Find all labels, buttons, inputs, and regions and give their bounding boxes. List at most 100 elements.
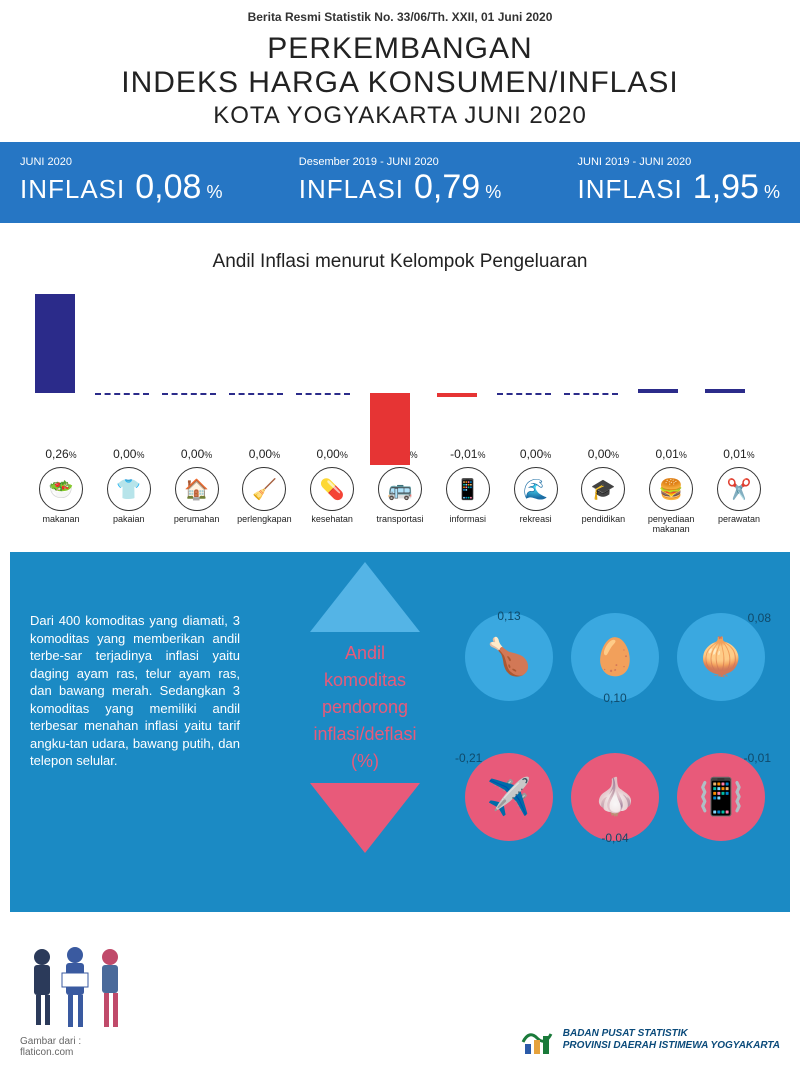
stat-value: 0,79 [414,168,480,206]
value-label: 0,26% [30,447,92,461]
category-cell: ✂️ perawatan [708,467,770,534]
center-text: Andilkomoditaspendoronginflasi/deflasi(%… [280,640,450,775]
category-label: transportasi [376,514,423,524]
commodity-value: 0,13 [497,609,520,623]
category-icon: 🌊 [514,467,558,511]
bps-text: BADAN PUSAT STATISTIK PROVINSI DAERAH IS… [563,1028,780,1052]
category-cell: 👕 pakaian [98,467,160,534]
stat-pct: % [759,182,780,202]
stat-block: JUNI 2019 - JUNI 2020 INFLASI 1,95 % [578,156,780,207]
category-cell: 🍔 penyediaan makanan [640,467,702,534]
category-cell: 🌊 rekreasi [505,467,567,534]
bar [437,393,477,397]
chart-area [30,283,770,443]
bps-logo-icon [519,1022,555,1058]
category-cell: 🧹 perlengkapan [233,467,295,534]
zero-dash [497,393,551,395]
commodity-cell: 🍗0,13 [460,592,558,722]
description-text: Dari 400 komoditas yang diamati, 3 komod… [30,612,240,770]
stat-label: INFLASI [299,174,404,205]
commodity-icon: 🍗0,13 [465,613,553,701]
stat-pct: % [480,182,501,202]
title-block: PERKEMBANGAN INDEKS HARGA KONSUMEN/INFLA… [0,32,800,130]
stat-period: JUNI 2019 - JUNI 2020 [578,156,780,168]
category-icon: 🎓 [581,467,625,511]
zero-dash [564,393,618,395]
title-line3: KOTA YOGYAKARTA JUNI 2020 [0,102,800,130]
commodity-grid: 🍗0,13🥚0,10🧅0,08 ✈️-0,21🧄-0,04📳-0,01 [460,592,770,862]
bar [705,389,745,393]
category-cell: 💊 kesehatan [301,467,363,534]
bar [35,294,75,393]
stat-label: INFLASI [20,174,125,205]
stat-pct: % [201,182,222,202]
zero-dash [95,393,149,395]
category-label: informasi [450,514,487,524]
category-cell: 🎓 pendidikan [572,467,634,534]
commodity-value: -0,04 [601,831,628,845]
value-label: 0,01% [640,447,702,461]
commodity-value: 0,08 [748,611,771,625]
category-label: kesehatan [311,514,353,524]
commodity-cell: 📳-0,01 [672,732,770,862]
value-label: 0,00% [233,447,295,461]
image-credit: Gambar dari : flaticon.com [20,1036,150,1058]
zero-dash [296,393,350,395]
commodity-cell: ✈️-0,21 [460,732,558,862]
category-icon: 🍔 [649,467,693,511]
value-label: -0,01% [437,447,499,461]
category-label: pendidikan [582,514,626,524]
stat-block: Desember 2019 - JUNI 2020 INFLASI 0,79 % [299,156,501,207]
title-line2: INDEKS HARGA KONSUMEN/INFLASI [0,66,800,100]
commodity-value: -0,01 [744,751,771,765]
category-label: penyediaan makanan [640,514,702,534]
triangle-down-icon [310,783,420,853]
category-label: perlengkapan [237,514,292,524]
zero-dash [162,393,216,395]
value-label: 0,00% [572,447,634,461]
commodity-cell: 🧅0,08 [672,592,770,722]
category-cell: 📱 informasi [437,467,499,534]
category-icon: 📱 [446,467,490,511]
bar [638,389,678,393]
stat-label: INFLASI [578,174,683,205]
category-label: perumahan [174,514,220,524]
bar [370,393,410,465]
chart-title: Andil Inflasi menurut Kelompok Pengeluar… [0,251,800,273]
category-label: rekreasi [520,514,552,524]
category-label: perawatan [718,514,760,524]
commodity-icon: 🧅0,08 [677,613,765,701]
commodity-cell: 🥚0,10 [566,592,664,722]
header-small: Berita Resmi Statistik No. 33/06/Th. XXI… [0,0,800,24]
stat-value: 1,95 [693,168,759,206]
bottom-panel: Dari 400 komoditas yang diamati, 3 komod… [10,552,790,912]
category-icon: 💊 [310,467,354,511]
category-cell: 🏠perumahan [166,467,228,534]
category-label: makanan [42,514,79,524]
value-label: 0,00% [98,447,160,461]
center-column: Andilkomoditaspendoronginflasi/deflasi(%… [280,562,450,853]
footer-left: Gambar dari : flaticon.com [20,941,150,1058]
value-label: 0,00% [301,447,363,461]
category-label: pakaian [113,514,145,524]
footer: Gambar dari : flaticon.com BADAN PUSAT S… [0,941,800,1058]
value-label: 0,00% [166,447,228,461]
category-icon: 🧹 [242,467,286,511]
category-cell: 🥗makanan [30,467,92,534]
commodity-icon: 🥚0,10 [571,613,659,701]
commodity-icon: ✈️-0,21 [465,753,553,841]
category-cell: 🚌transportasi [369,467,431,534]
bps-logo-block: BADAN PUSAT STATISTIK PROVINSI DAERAH IS… [519,1022,780,1058]
people-icon [20,941,150,1031]
category-icon: 👕 [107,467,151,511]
commodity-cell: 🧄-0,04 [566,732,664,862]
commodity-icon: 🧄-0,04 [571,753,659,841]
commodity-icon: 📳-0,01 [677,753,765,841]
stat-period: Desember 2019 - JUNI 2020 [299,156,501,168]
title-line1: PERKEMBANGAN [0,32,800,66]
stat-block: JUNI 2020INFLASI0,08 % [20,156,222,207]
category-icon: ✂️ [717,467,761,511]
zero-dash [229,393,283,395]
commodity-value: 0,10 [603,691,626,705]
triangle-up-icon [310,562,420,632]
